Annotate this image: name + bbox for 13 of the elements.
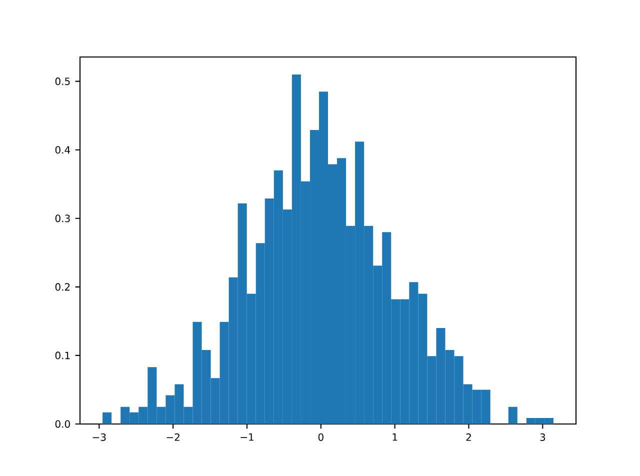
x-tick-label: −1: [240, 433, 254, 441]
y-tick-label: 0.5: [55, 78, 70, 86]
x-tick-label: 1: [392, 433, 398, 441]
x-tick-label: 3: [540, 433, 546, 441]
y-tick-label: 0.4: [55, 146, 70, 154]
y-tick-label: 0.3: [55, 214, 70, 222]
y-tick-label: 0.0: [55, 420, 70, 428]
x-tick-label: 2: [466, 433, 471, 441]
x-tick-label: −3: [92, 433, 106, 441]
x-tick-label: −2: [166, 433, 180, 441]
y-tick-label: 0.1: [55, 352, 70, 360]
x-tick-label: 0: [318, 433, 324, 441]
y-tick-label: 0.2: [55, 283, 70, 291]
